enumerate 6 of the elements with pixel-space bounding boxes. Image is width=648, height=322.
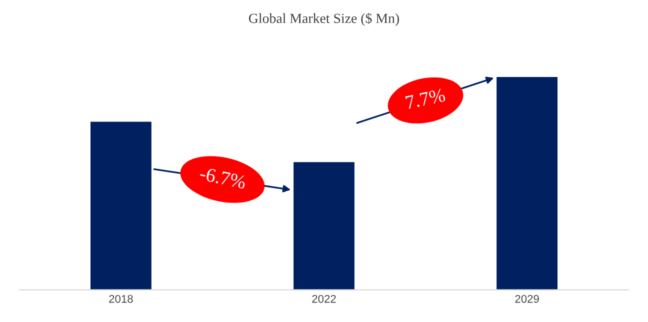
x-tick-label: 2029 <box>515 294 539 303</box>
annotation: 7.7% <box>405 88 446 110</box>
x-tick-label: 2018 <box>109 294 133 303</box>
x-tick-label: 2022 <box>312 294 336 303</box>
annotation: -6.7% <box>199 166 247 190</box>
chart-title: Global Market Size ($ Mn) <box>248 12 399 26</box>
